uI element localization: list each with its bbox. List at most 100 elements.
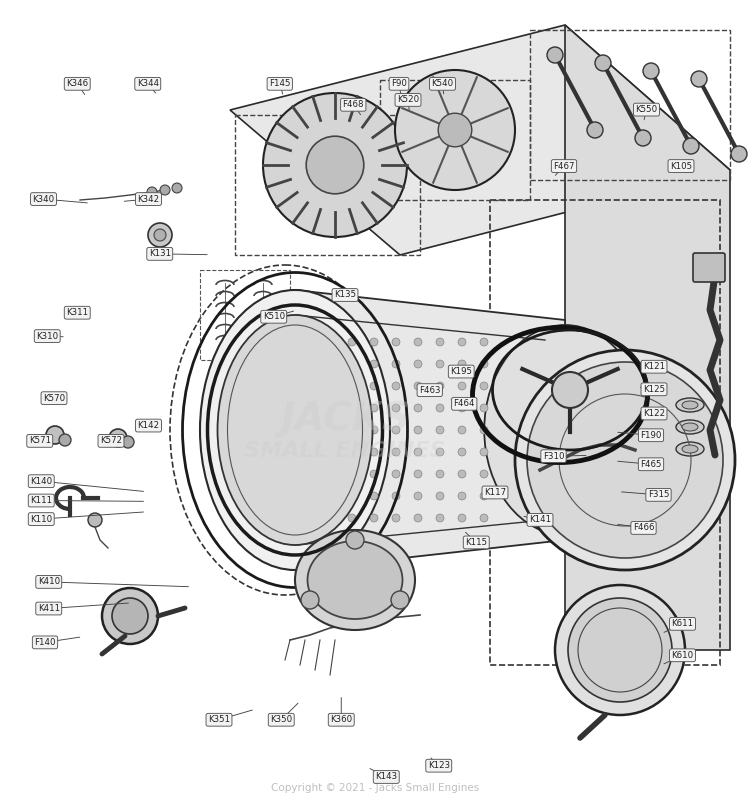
Text: F145: F145 bbox=[269, 79, 290, 89]
Ellipse shape bbox=[682, 401, 698, 409]
Ellipse shape bbox=[682, 423, 698, 431]
Circle shape bbox=[436, 514, 444, 522]
Text: K346: K346 bbox=[66, 79, 88, 89]
Circle shape bbox=[370, 470, 378, 478]
Circle shape bbox=[392, 382, 400, 390]
FancyBboxPatch shape bbox=[693, 253, 725, 282]
Ellipse shape bbox=[676, 442, 704, 456]
Circle shape bbox=[395, 70, 515, 190]
Text: K117: K117 bbox=[484, 488, 506, 497]
Text: F468: F468 bbox=[343, 100, 364, 110]
Text: K310: K310 bbox=[36, 331, 58, 341]
Circle shape bbox=[326, 492, 334, 500]
Circle shape bbox=[391, 591, 409, 609]
Circle shape bbox=[348, 492, 356, 500]
Circle shape bbox=[326, 360, 334, 368]
Circle shape bbox=[370, 404, 378, 412]
Circle shape bbox=[392, 448, 400, 456]
Circle shape bbox=[458, 426, 466, 434]
Circle shape bbox=[555, 585, 685, 715]
Circle shape bbox=[480, 404, 488, 412]
Text: K143: K143 bbox=[375, 772, 398, 782]
Circle shape bbox=[480, 448, 488, 456]
Circle shape bbox=[414, 448, 422, 456]
Text: K342: K342 bbox=[137, 194, 160, 204]
Circle shape bbox=[370, 426, 378, 434]
Ellipse shape bbox=[217, 315, 373, 545]
Text: Copyright © 2021 - Jacks Small Engines: Copyright © 2021 - Jacks Small Engines bbox=[271, 783, 479, 793]
Text: K115: K115 bbox=[465, 538, 488, 547]
Text: K122: K122 bbox=[643, 409, 665, 418]
Ellipse shape bbox=[682, 445, 698, 453]
Text: K570: K570 bbox=[43, 393, 65, 403]
Circle shape bbox=[458, 360, 466, 368]
Text: K510: K510 bbox=[262, 312, 285, 322]
Circle shape bbox=[88, 513, 102, 527]
Circle shape bbox=[731, 146, 747, 162]
Circle shape bbox=[348, 382, 356, 390]
Text: F315: F315 bbox=[648, 490, 669, 500]
Circle shape bbox=[414, 470, 422, 478]
Circle shape bbox=[458, 514, 466, 522]
Circle shape bbox=[348, 338, 356, 346]
Circle shape bbox=[326, 426, 334, 434]
Circle shape bbox=[370, 382, 378, 390]
Polygon shape bbox=[230, 25, 730, 255]
Circle shape bbox=[326, 448, 334, 456]
Text: K311: K311 bbox=[66, 308, 88, 318]
Text: F190: F190 bbox=[640, 430, 662, 440]
Circle shape bbox=[436, 360, 444, 368]
Circle shape bbox=[480, 382, 488, 390]
Polygon shape bbox=[295, 290, 565, 570]
Text: K142: K142 bbox=[137, 421, 160, 430]
Circle shape bbox=[527, 362, 723, 558]
Circle shape bbox=[326, 514, 334, 522]
Text: F463: F463 bbox=[419, 385, 440, 395]
Circle shape bbox=[172, 183, 182, 193]
Circle shape bbox=[568, 598, 672, 702]
Circle shape bbox=[59, 434, 71, 446]
Circle shape bbox=[436, 448, 444, 456]
Text: K123: K123 bbox=[427, 761, 450, 771]
Ellipse shape bbox=[295, 530, 415, 630]
Circle shape bbox=[147, 187, 157, 197]
Text: K411: K411 bbox=[38, 604, 60, 613]
Circle shape bbox=[122, 436, 134, 448]
Circle shape bbox=[306, 136, 364, 193]
Text: K195: K195 bbox=[450, 367, 472, 376]
Text: F90: F90 bbox=[391, 79, 407, 89]
Circle shape bbox=[458, 404, 466, 412]
Circle shape bbox=[458, 382, 466, 390]
Text: K360: K360 bbox=[330, 715, 352, 725]
Circle shape bbox=[348, 360, 356, 368]
Text: K131: K131 bbox=[148, 249, 171, 259]
Circle shape bbox=[154, 229, 166, 241]
Circle shape bbox=[370, 492, 378, 500]
Ellipse shape bbox=[676, 398, 704, 412]
Circle shape bbox=[370, 448, 378, 456]
Circle shape bbox=[392, 338, 400, 346]
Text: F467: F467 bbox=[554, 161, 574, 171]
Circle shape bbox=[414, 514, 422, 522]
Circle shape bbox=[392, 492, 400, 500]
Circle shape bbox=[480, 470, 488, 478]
Text: K140: K140 bbox=[30, 476, 52, 486]
Circle shape bbox=[635, 130, 651, 146]
Circle shape bbox=[414, 404, 422, 412]
Circle shape bbox=[691, 71, 707, 87]
Text: K611: K611 bbox=[671, 619, 694, 629]
Text: K351: K351 bbox=[208, 715, 230, 725]
Circle shape bbox=[436, 470, 444, 478]
Circle shape bbox=[392, 404, 400, 412]
Circle shape bbox=[458, 448, 466, 456]
Text: K105: K105 bbox=[670, 161, 692, 171]
Circle shape bbox=[436, 382, 444, 390]
Text: K610: K610 bbox=[671, 650, 694, 660]
Circle shape bbox=[102, 588, 158, 644]
Circle shape bbox=[414, 360, 422, 368]
Text: K141: K141 bbox=[529, 515, 551, 525]
Circle shape bbox=[392, 470, 400, 478]
Circle shape bbox=[595, 55, 611, 71]
Text: F466: F466 bbox=[633, 523, 654, 533]
Circle shape bbox=[348, 404, 356, 412]
